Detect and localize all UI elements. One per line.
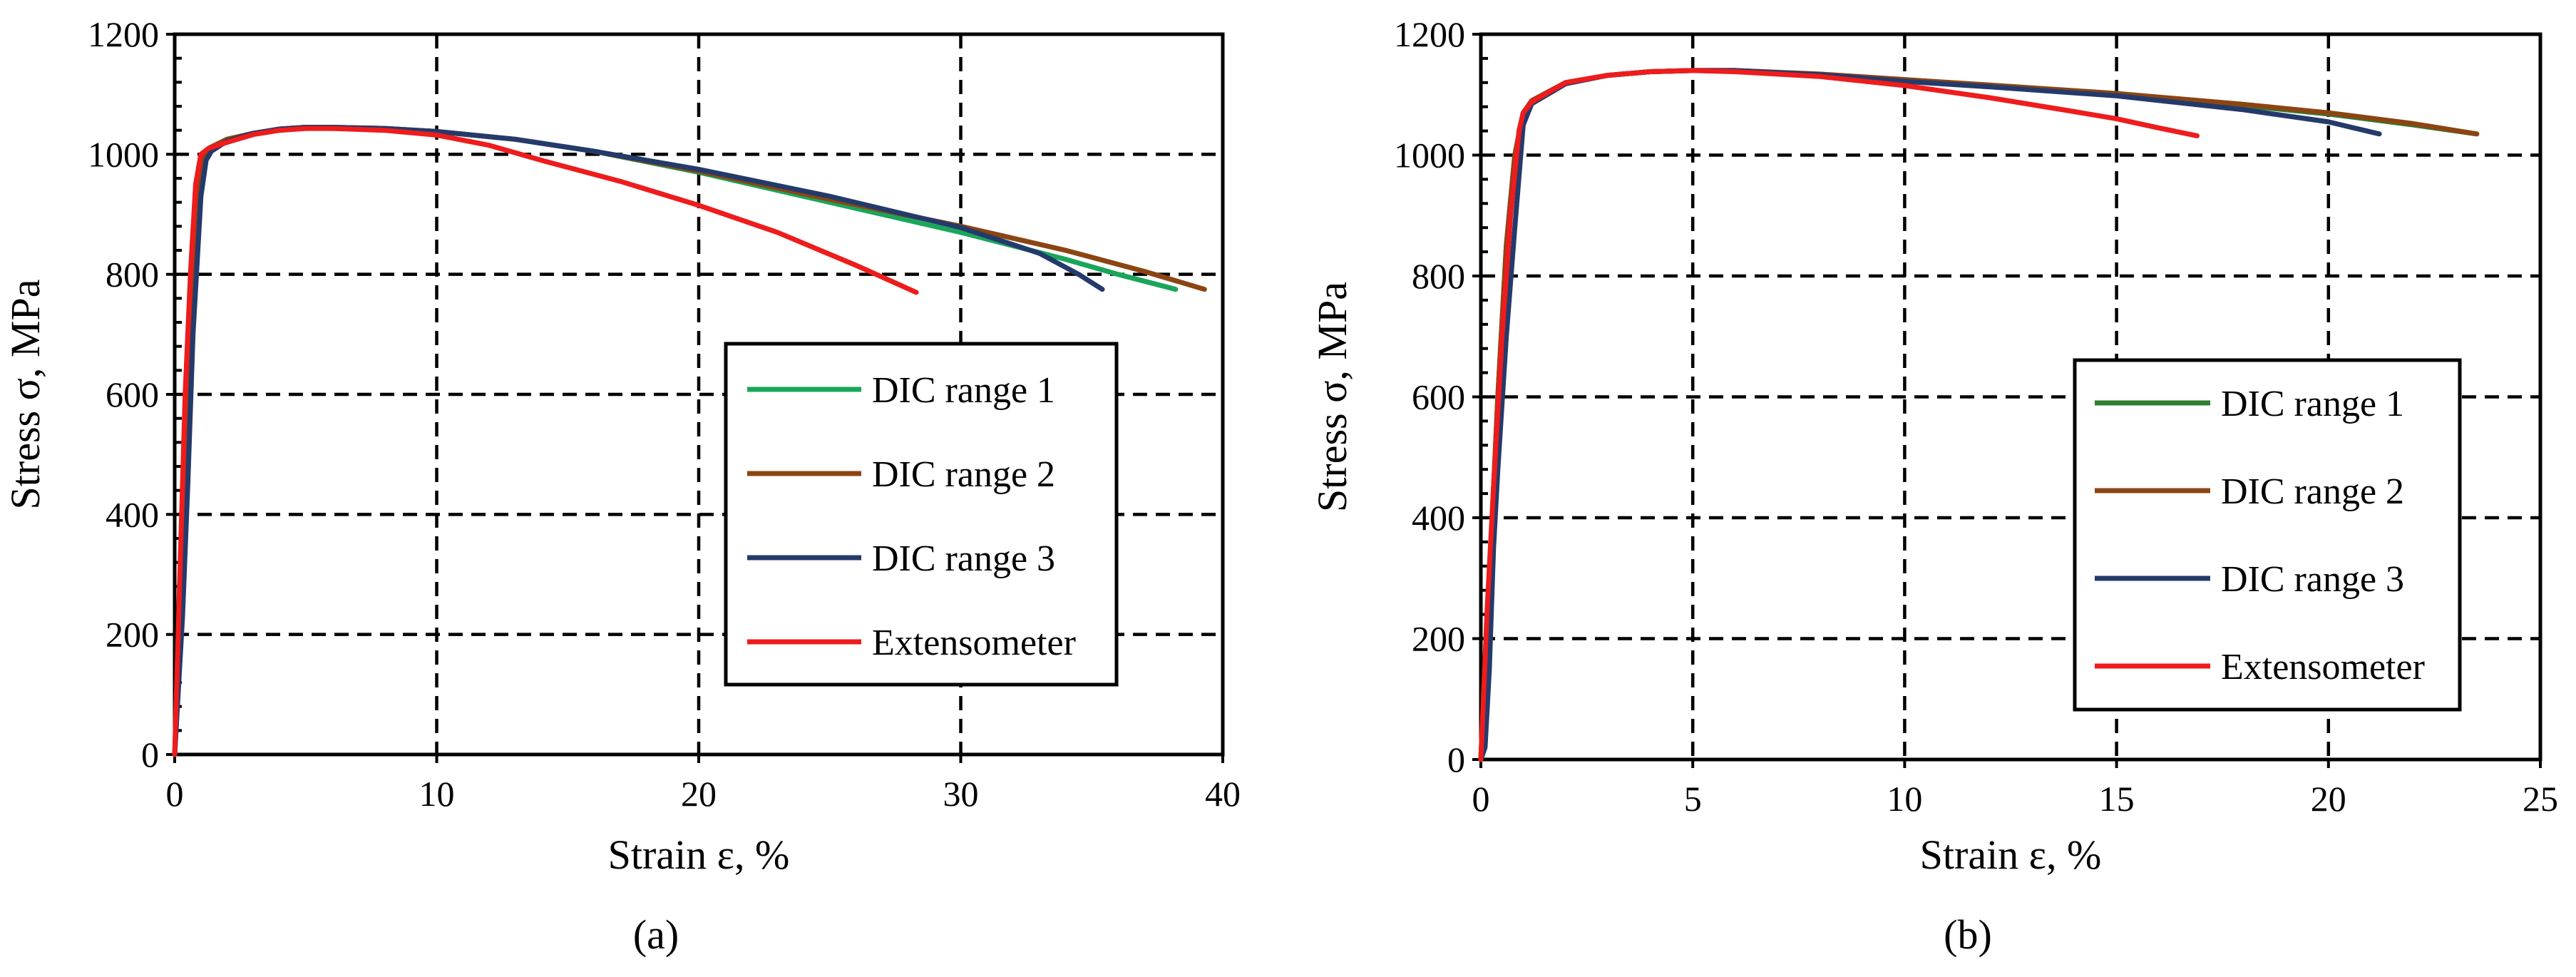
x-tick-label: 30 — [943, 774, 979, 814]
y-tick-label: 1000 — [88, 134, 159, 174]
y-tick-label: 400 — [1412, 498, 1465, 538]
legend-label: DIC range 3 — [872, 538, 1055, 579]
legend-label: DIC range 3 — [2221, 559, 2404, 600]
x-tick-label: 40 — [1205, 774, 1241, 814]
plot-frame — [173, 32, 1225, 757]
legend-label: Extensometer — [872, 623, 1076, 663]
y-tick-label: 600 — [1412, 377, 1465, 417]
y-tick-label: 1200 — [88, 14, 159, 54]
y-axis-title: Stress σ, MPa — [2, 280, 48, 510]
legend-label: DIC range 1 — [872, 370, 1055, 411]
x-tick-label: 15 — [2099, 779, 2135, 819]
y-axis-title: Stress σ, MPa — [1309, 282, 1355, 512]
panel-label: (b) — [1944, 911, 1992, 958]
x-axis-title: Strain ε, % — [1920, 832, 2102, 878]
y-tick-label: 400 — [106, 494, 159, 534]
legend-box — [724, 342, 1119, 687]
x-tick-label: 0 — [166, 774, 184, 814]
legend-label: DIC range 1 — [2221, 384, 2404, 424]
y-tick-label: 200 — [106, 615, 159, 655]
y-tick-label: 1000 — [1394, 135, 1465, 175]
x-tick-label: 20 — [681, 774, 717, 814]
panel-label: (a) — [633, 911, 679, 958]
x-tick-label: 20 — [2311, 779, 2346, 819]
y-tick-label: 800 — [106, 255, 159, 295]
legend-label: DIC range 2 — [2221, 471, 2404, 512]
x-tick-label: 10 — [419, 774, 455, 814]
x-tick-label: 25 — [2523, 779, 2558, 819]
chart-panel-b: 0 200 400 600 800 1000 1200 0 5 10 15 20 25 Strain ε,… — [1309, 14, 2558, 958]
chart-panel-a: 0 200 400 600 800 1000 1200 0 10 20 30 40 Strain ε, … — [2, 14, 1241, 958]
legend-label: DIC range 2 — [872, 454, 1055, 495]
y-tick-label: 800 — [1412, 256, 1465, 296]
series-line-extensometer — [172, 126, 919, 757]
x-tick-label: 0 — [1472, 779, 1490, 819]
x-axis-title: Strain ε, % — [608, 832, 790, 878]
legend-label: Extensometer — [2221, 647, 2425, 687]
series-line-extensometer — [1478, 68, 2200, 762]
y-tick-label: 600 — [106, 374, 159, 414]
y-tick-label: 200 — [1412, 619, 1465, 659]
y-tick-label: 0 — [1447, 740, 1465, 779]
y-tick-label: 1200 — [1394, 14, 1465, 54]
x-tick-label: 10 — [1887, 779, 1922, 819]
plot-frame — [1479, 32, 2542, 762]
x-tick-label: 5 — [1684, 779, 1702, 819]
legend-box — [2073, 358, 2462, 712]
y-tick-label: 0 — [141, 735, 159, 774]
